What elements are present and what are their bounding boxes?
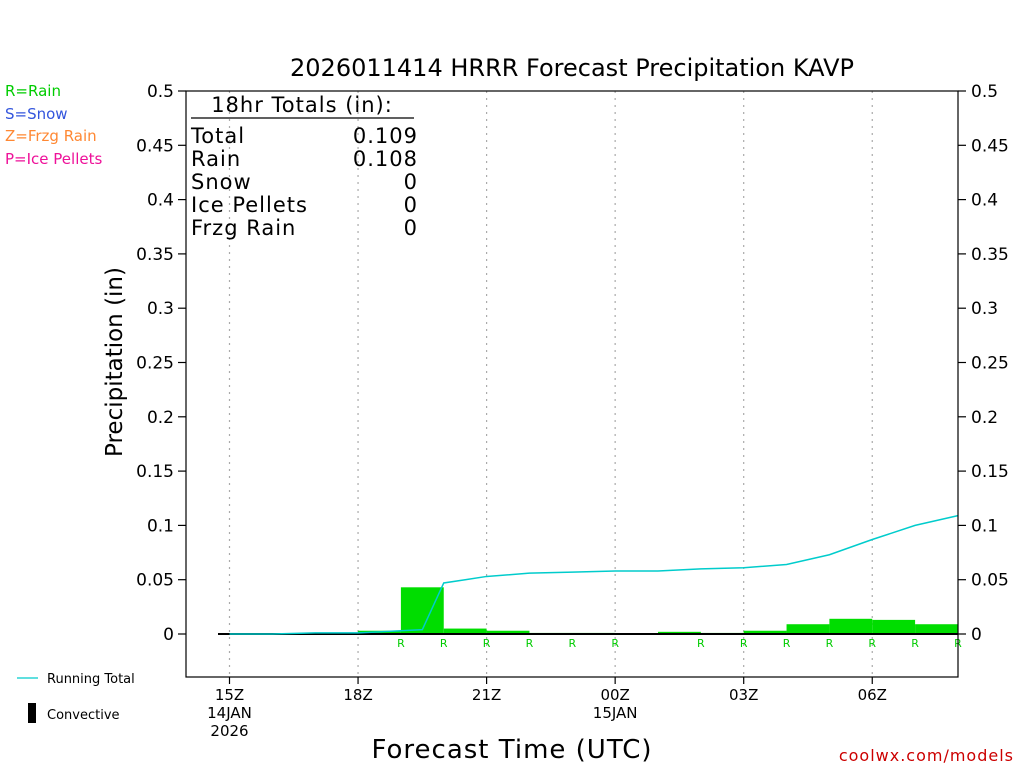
legend-rain: R=Rain	[5, 82, 61, 100]
y-axis-ticks: 0 00.05 0.050.1 0.10.15 0.150.2 0.20.25 0.250.…	[136, 82, 1009, 645]
totals-row-value: 0	[404, 193, 418, 217]
running-total-line	[229, 514, 959, 635]
y-tick-label-right: 0.3	[971, 299, 998, 319]
totals-row-value: 0.108	[353, 147, 418, 171]
y-tick-label-right: 0	[971, 625, 982, 645]
y-tick-label-left: 0.5	[147, 82, 174, 102]
precip-type-label: R	[397, 637, 405, 650]
y-tick-label-right: 0.1	[971, 516, 998, 536]
totals-row-label: Frzg Rain	[191, 216, 296, 240]
precip-bar	[443, 628, 487, 634]
precip-bar	[786, 624, 830, 634]
credit-link[interactable]: coolwx.com/models	[839, 746, 1014, 765]
y-tick-label-left: 0.05	[136, 571, 174, 591]
precip-bar	[915, 624, 958, 634]
y-tick-label-left: 0.1	[147, 516, 174, 536]
y-axis-label: Precipitation (in)	[102, 267, 128, 457]
precip-bar	[486, 630, 530, 634]
totals-header: 18hr Totals (in):	[211, 93, 393, 117]
totals-row-label: Snow	[191, 170, 252, 194]
totals-row-value: 0	[404, 216, 418, 240]
x-tick-label: 18Z	[343, 686, 372, 704]
x-tick-label: 15Z	[215, 686, 244, 704]
precip-bar	[743, 630, 787, 634]
x-tick-label: 21Z	[472, 686, 501, 704]
precip-bar	[658, 631, 701, 634]
y-tick-label-left: 0.4	[147, 191, 174, 211]
legend-running-total: Running Total	[47, 672, 135, 687]
y-tick-label-right: 0.05	[971, 571, 1009, 591]
precip-type-label: R	[697, 637, 705, 650]
precip-type-label: R	[740, 637, 748, 650]
totals-row-value: 0.109	[353, 124, 418, 148]
y-tick-label-left: 0.3	[147, 299, 174, 319]
y-tick-label-left: 0.35	[136, 245, 174, 265]
convective-legend-swatch	[28, 703, 36, 723]
precip-bars	[358, 587, 958, 634]
precip-type-label: R	[911, 637, 919, 650]
y-tick-label-right: 0.45	[971, 136, 1009, 156]
y-tick-label-right: 0.2	[971, 408, 998, 428]
totals-row-value: 0	[404, 170, 418, 194]
x-tick-label: 2026	[210, 722, 248, 740]
y-tick-label-right: 0.25	[971, 354, 1009, 374]
plot-frame	[185, 90, 959, 678]
legend-convective: Convective	[47, 708, 120, 723]
chart-title: 2026011414 HRRR Forecast Precipitation K…	[290, 54, 854, 82]
precip-bar	[829, 618, 873, 634]
totals-row-label: Rain	[191, 147, 241, 171]
x-tick-label: 03Z	[729, 686, 758, 704]
y-tick-label-right: 0.15	[971, 462, 1009, 482]
x-tick-label: 15JAN	[593, 704, 638, 722]
legend-frzg-rain: Z=Frzg Rain	[5, 127, 97, 145]
x-axis-label: Forecast Time (UTC)	[371, 735, 652, 765]
precip-type-label: R	[611, 637, 619, 650]
precip-type-label: R	[868, 637, 876, 650]
x-tick-label: 06Z	[858, 686, 887, 704]
precip-type-label: R	[783, 637, 791, 650]
y-tick-label-left: 0	[163, 625, 174, 645]
y-tick-label-right: 0.35	[971, 245, 1009, 265]
grid-lines	[228, 91, 873, 677]
precip-bar	[400, 587, 444, 634]
precip-type-label: R	[568, 637, 576, 650]
x-tick-label: 00Z	[600, 686, 629, 704]
precip-type-label: R	[440, 637, 448, 650]
x-tick-label: 14JAN	[207, 704, 252, 722]
legend-snow: S=Snow	[5, 105, 68, 123]
totals-box: 18hr Totals (in): Total 0.109 Rain 0.108 Sno…	[190, 93, 418, 240]
y-tick-label-left: 0.15	[136, 462, 174, 482]
y-tick-label-right: 0.4	[971, 191, 998, 211]
precip-bar	[872, 619, 916, 634]
precip-type-label: R	[526, 637, 534, 650]
totals-row-label: Total	[190, 124, 245, 148]
y-tick-label-left: 0.2	[147, 408, 174, 428]
precip-type-label: R	[826, 637, 834, 650]
y-tick-label-right: 0.5	[971, 82, 998, 102]
y-tick-label-left: 0.45	[136, 136, 174, 156]
precip-type-label: R	[483, 637, 491, 650]
totals-row-label: Ice Pellets	[191, 193, 308, 217]
y-tick-label-left: 0.25	[136, 354, 174, 374]
legend-ice-pellets: P=Ice Pellets	[5, 150, 102, 168]
